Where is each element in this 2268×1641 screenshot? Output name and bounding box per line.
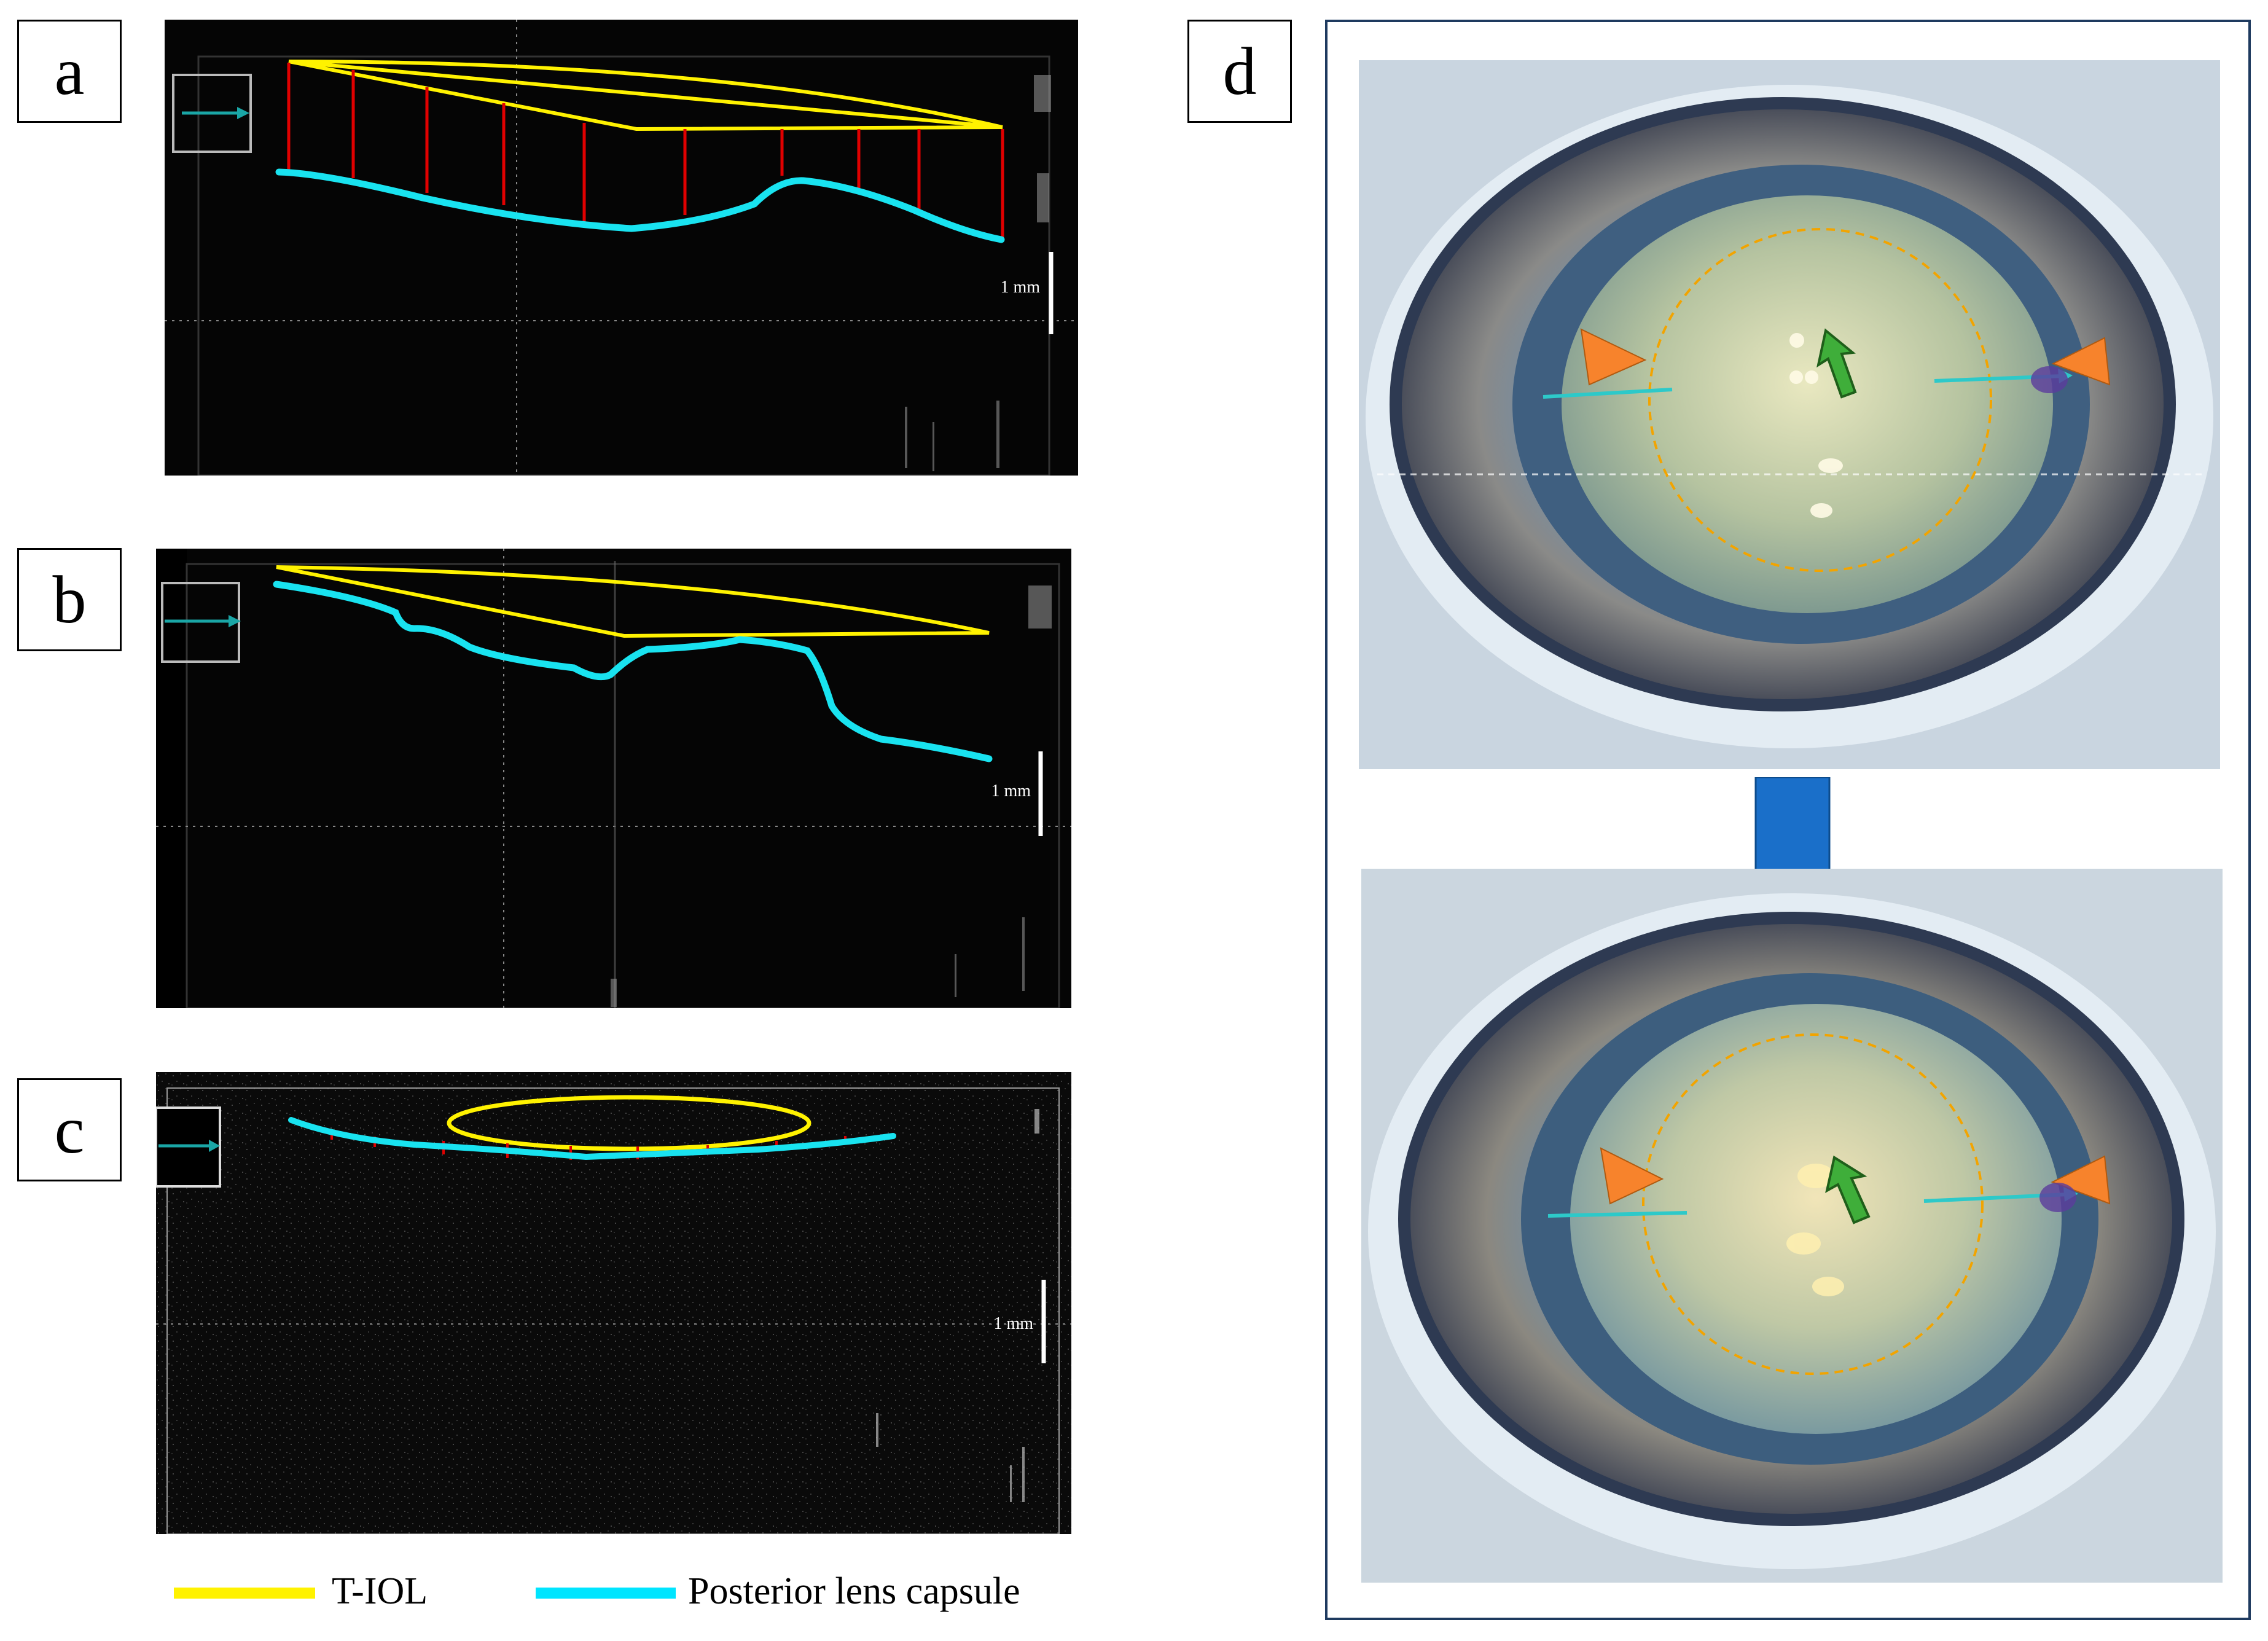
haptic-arrow-left-after (1547, 1211, 1687, 1218)
legend-swatch-capsule (536, 1588, 676, 1599)
scale-label-a: 1 mm (1000, 278, 1040, 297)
capsule-line-b (273, 581, 993, 762)
legend-swatch-t-iol (174, 1588, 315, 1599)
oct-scan-a: 1 mm (165, 20, 1078, 476)
oct-scan-b-graphic: 1 mm (156, 549, 1071, 1008)
panel-a-letter: a (54, 34, 85, 109)
scan-direction-box-a (172, 74, 252, 153)
oct-scan-a-graphic: 1 mm (165, 20, 1078, 476)
eye-photo-after (1361, 869, 2223, 1583)
iol-outline-c (447, 1095, 811, 1151)
panel-c-letter: c (54, 1092, 85, 1167)
oct-scan-c-graphic: 1 mm (156, 1072, 1071, 1534)
iol-outline-b (276, 565, 990, 638)
oct-scan-c: 1 mm (156, 1072, 1071, 1534)
center-arrow-after (1825, 1155, 1871, 1224)
arrowhead-marker-right-before (2051, 337, 2111, 386)
scale-label-b: 1 mm (991, 781, 1031, 801)
eye-photo-before (1359, 60, 2220, 769)
legend-label-t-iol: T-IOL (332, 1570, 428, 1612)
panel-d-frame (1325, 20, 2251, 1620)
distance-markers-a (287, 63, 1004, 238)
scale-label-c: 1 mm (993, 1314, 1033, 1333)
arrowhead-marker-right-after (2051, 1155, 2111, 1205)
panel-c-label: c (17, 1078, 122, 1181)
eye-photo-after-graphic (1361, 869, 2223, 1583)
optic-circle-after (1642, 1033, 1984, 1375)
arrowhead-marker-left-after (1600, 1147, 1664, 1205)
arrowhead-marker-left-before (1580, 328, 1647, 386)
iol-outline-a (288, 60, 1003, 131)
panel-d-letter: d (1222, 34, 1257, 109)
panel-b-letter: b (52, 562, 87, 637)
legend-label-capsule: Posterior lens capsule (688, 1570, 1020, 1612)
scan-direction-box-b (161, 582, 240, 663)
oct-scan-b: 1 mm (156, 549, 1071, 1008)
optic-circle-before (1648, 228, 1992, 572)
panel-a-label: a (17, 20, 122, 123)
haptic-arrow-left-before (1543, 388, 1673, 399)
capsule-line-c (288, 1117, 896, 1161)
center-arrow-before (1816, 328, 1857, 399)
panel-b-label: b (17, 548, 122, 651)
panel-d-label: d (1187, 20, 1292, 123)
eye-photo-before-graphic (1359, 60, 2220, 769)
capsule-line-a (275, 168, 1005, 243)
